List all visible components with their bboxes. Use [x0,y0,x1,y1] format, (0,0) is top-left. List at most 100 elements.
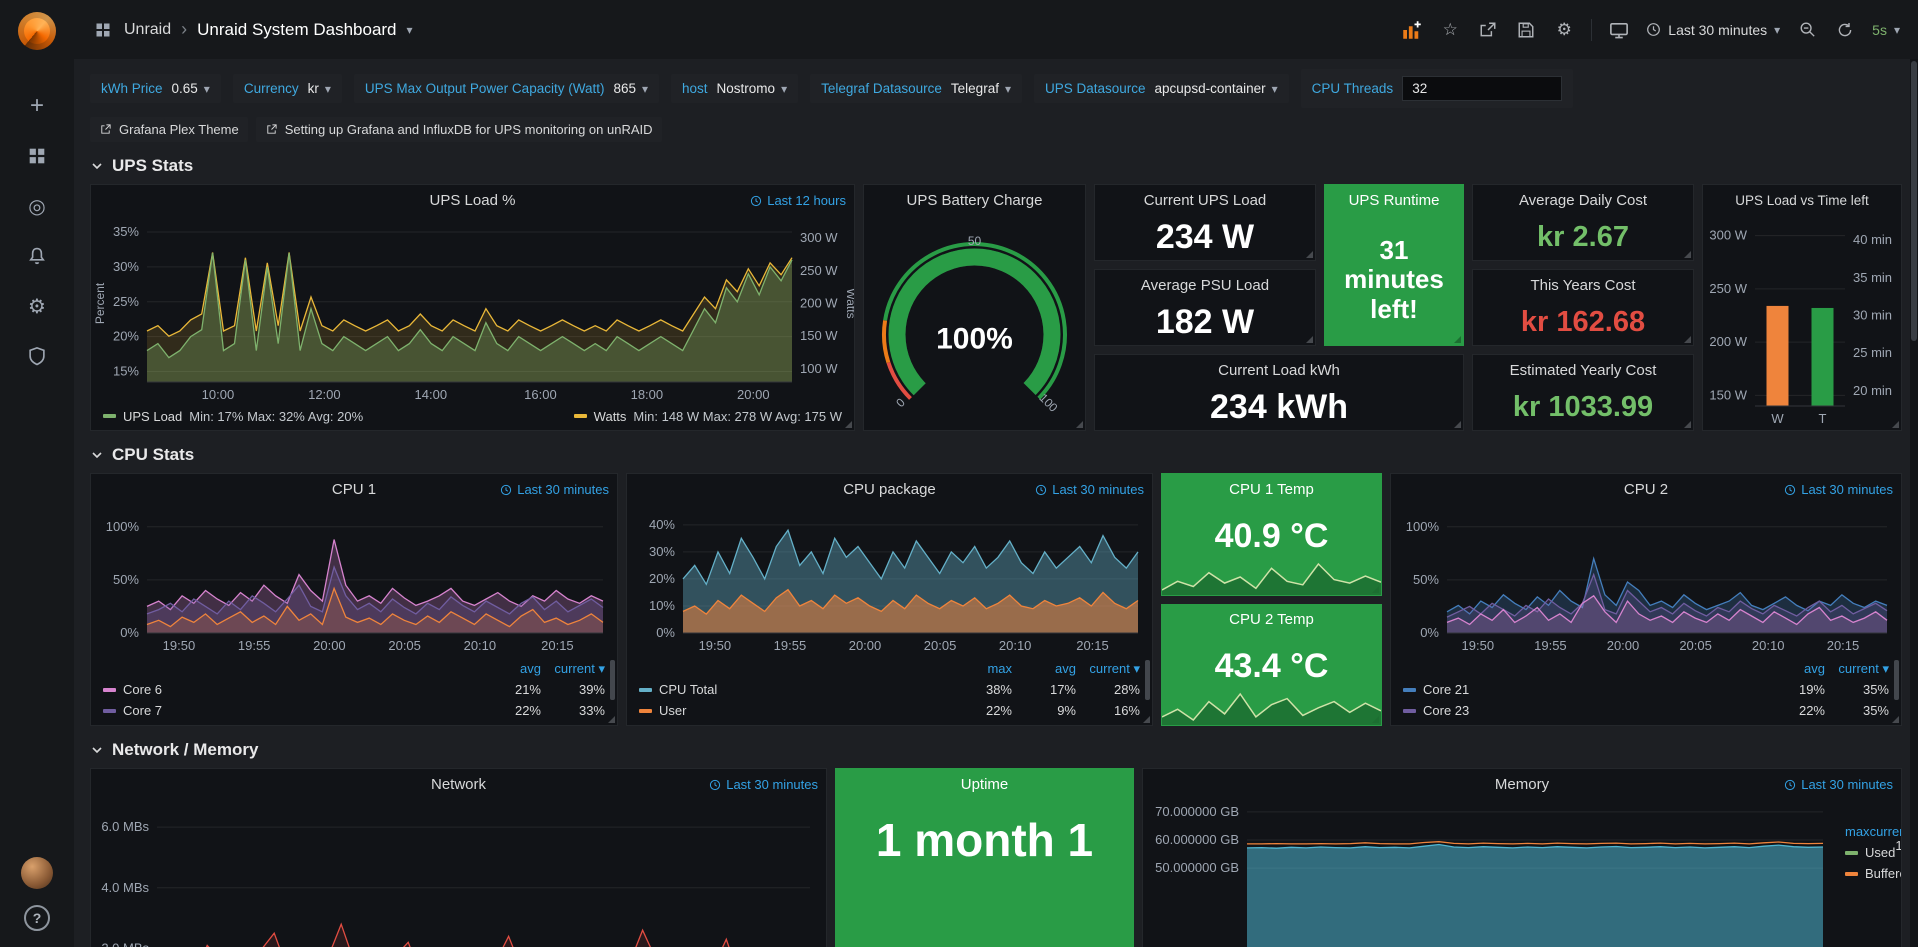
panel-average-daily-cost[interactable]: Average Daily Cost kr 2.67 [1472,184,1694,261]
variable-value-dropdown[interactable]: Nostromo ▾ [716,81,788,96]
legend-series-toggle[interactable]: Core 7 [103,703,477,718]
cpu1-chart[interactable]: 0% 50% 100% 19:50 19:55 20:00 20:05 20:10 20:15 [91,504,617,657]
legend-sort-current[interactable]: current ▾ [1838,660,1889,676]
alerting-bell-icon[interactable] [25,244,49,268]
panel-title[interactable]: CPU package [843,480,936,498]
refresh-interval-picker[interactable]: 5s ▾ [1872,22,1900,38]
legend-sort-avg[interactable]: avg [1804,661,1825,676]
ups-load-vs-time-chart[interactable]: 150 W 200 W 250 W 300 W 20 min 25 min 30 min 35… [1703,215,1901,430]
variable-value-dropdown[interactable]: Telegraf ▾ [950,81,1011,96]
breadcrumb-org[interactable]: Unraid [124,20,172,38]
variable-value-dropdown[interactable]: 865 ▾ [613,81,649,96]
panel-time-range[interactable]: Last 30 minutes [500,482,609,497]
panel-uptime[interactable]: Uptime 1 month 1 [835,768,1134,947]
variable-value-dropdown[interactable]: apcupsd-container ▾ [1154,81,1278,96]
legend-sort-avg[interactable]: avg [520,661,541,676]
cpu-package-chart[interactable]: 0% 10% 20% 30% 40% 19:50 19:55 20:00 20:05 20:10 2… [627,504,1152,657]
panel-estimated-yearly-cost[interactable]: Estimated Yearly Cost kr 1033.99 [1472,354,1694,431]
dashboard-settings-gear-icon[interactable]: ⚙ [1556,19,1572,39]
legend-series-toggle[interactable]: Core 23 [1403,703,1761,718]
panel-ups-runtime[interactable]: UPS Runtime 31 minutes left! [1324,184,1464,346]
legend-series-toggle[interactable]: CPU Total [639,682,948,697]
tv-cycle-view-icon[interactable] [1608,19,1630,41]
legend-item[interactable]: UPS Load Min: 17% Max: 32% Avg: 20% [103,409,363,424]
user-avatar[interactable] [21,857,53,889]
dashboard-link[interactable]: Setting up Grafana and InfluxDB for UPS … [255,117,662,142]
page-scrollbar[interactable] [1910,59,1918,947]
legend-scrollbar[interactable] [1894,660,1899,700]
panel-title[interactable]: UPS Load % [429,191,516,209]
legend-sort-current[interactable]: current ▾ [554,660,605,676]
battery-gauge[interactable]: 0 100 50 100% [864,215,1085,430]
legend-sort-current[interactable]: current ▾ [1089,660,1140,676]
panel-title[interactable]: UPS Runtime [1348,191,1440,209]
save-icon[interactable] [1515,19,1537,41]
panel-cpu1-temp[interactable]: CPU 1 Temp 40.9 °C [1161,473,1382,596]
panel-title[interactable]: CPU 2 Temp [1229,611,1314,628]
legend-sort-avg[interactable]: avg [1055,661,1076,676]
cpu2-chart[interactable]: 0% 50% 100% 19:50 19:55 20:00 20:05 20:10 20:15 [1391,504,1901,657]
dashboards-icon[interactable] [25,144,49,168]
time-range-picker[interactable]: Last 30 minutes ▾ [1646,22,1780,38]
title-caret-icon[interactable]: ▾ [406,22,413,37]
panel-average-psu-load[interactable]: Average PSU Load 182 W [1094,269,1316,346]
variable-value-dropdown[interactable]: kr ▾ [307,81,331,96]
add-panel-icon[interactable] [1401,19,1423,41]
variable-value-dropdown[interactable]: 0.65 ▾ [171,81,210,96]
panel-current-ups-load[interactable]: Current UPS Load 234 W [1094,184,1316,261]
legend-sort-max[interactable]: max [987,661,1012,676]
legend-series-toggle[interactable]: User [639,703,948,718]
legend-sort-max[interactable]: max [1845,824,1870,839]
share-icon[interactable] [1477,19,1499,41]
legend-series-toggle[interactable]: Buffered [1845,866,1901,881]
panel-title[interactable]: CPU 1 Temp [1229,480,1314,498]
server-admin-shield-icon[interactable] [25,344,49,368]
legend-scrollbar[interactable] [1145,660,1150,700]
panel-title[interactable]: Average PSU Load [1140,276,1270,294]
panel-title[interactable]: Network [430,775,486,793]
panel-time-range[interactable]: Last 30 minutes [1035,482,1144,497]
star-icon[interactable]: ☆ [1442,19,1458,39]
panel-title[interactable]: UPS Battery Charge [906,191,1043,209]
configuration-gear-icon[interactable]: ⚙ [28,295,46,318]
panel-title[interactable]: Memory [1494,775,1550,793]
panel-time-range[interactable]: Last 30 minutes [1784,777,1893,792]
variable-input[interactable]: 32 [1402,76,1563,101]
panel-cpu2-temp[interactable]: CPU 2 Temp 43.4 °C [1161,603,1382,726]
panel-time-range[interactable]: Last 30 minutes [709,777,818,792]
panel-title[interactable]: Estimated Yearly Cost [1509,361,1657,379]
dashboard-link[interactable]: Grafana Plex Theme [90,117,248,142]
help-icon[interactable]: ? [24,905,50,931]
panel-title[interactable]: Current Load kWh [1218,361,1340,379]
grafana-logo[interactable] [18,12,56,50]
zoom-out-icon[interactable] [1796,19,1818,41]
section-header-cpu[interactable]: CPU Stats [90,445,1902,465]
panel-title[interactable]: CPU 1 [331,480,377,498]
legend-sort-current[interactable]: current [1869,824,1901,839]
panel-current-load-kwh[interactable]: Current Load kWh 234 kWh [1094,354,1464,431]
ups-load-chart[interactable]: 15% 20% 25% 30% 35% 100 W 150 W 200 W 250 W 300 W… [91,215,854,406]
panel-title[interactable]: CPU 2 [1623,480,1669,498]
legend-series-toggle[interactable]: Used [1845,845,1895,860]
panel-title[interactable]: UPS Load vs Time left [1735,192,1869,208]
explore-icon[interactable]: ◎ [28,195,46,218]
panel-title[interactable]: Uptime [960,775,1009,793]
section-header-network-memory[interactable]: Network / Memory [90,740,1902,760]
section-header-ups[interactable]: UPS Stats [90,156,1902,176]
panel-title[interactable]: Average Daily Cost [1518,191,1648,209]
refresh-icon[interactable] [1834,19,1856,41]
panel-time-range[interactable]: Last 30 minutes [1784,482,1893,497]
panel-this-years-cost[interactable]: This Years Cost kr 162.68 [1472,269,1694,346]
memory-chart[interactable]: 50.000000 GB 60.000000 GB 70.000000 GB [1143,799,1833,947]
apps-grid-icon[interactable] [92,19,114,41]
page-title[interactable]: Unraid System Dashboard [197,19,397,39]
panel-title[interactable]: Current UPS Load [1143,191,1267,209]
create-icon[interactable]: + [29,92,44,119]
legend-item[interactable]: Watts Min: 148 W Max: 278 W Avg: 175 W [573,409,842,424]
panel-time-range[interactable]: Last 12 hours [750,193,846,208]
legend-scrollbar[interactable] [610,660,615,700]
network-chart[interactable]: 2.0 MBs 4.0 MBs 6.0 MBs [91,799,826,947]
legend-series-toggle[interactable]: Core 6 [103,682,477,697]
legend-series-toggle[interactable]: Core 21 [1403,682,1761,697]
panel-title[interactable]: This Years Cost [1530,276,1636,294]
